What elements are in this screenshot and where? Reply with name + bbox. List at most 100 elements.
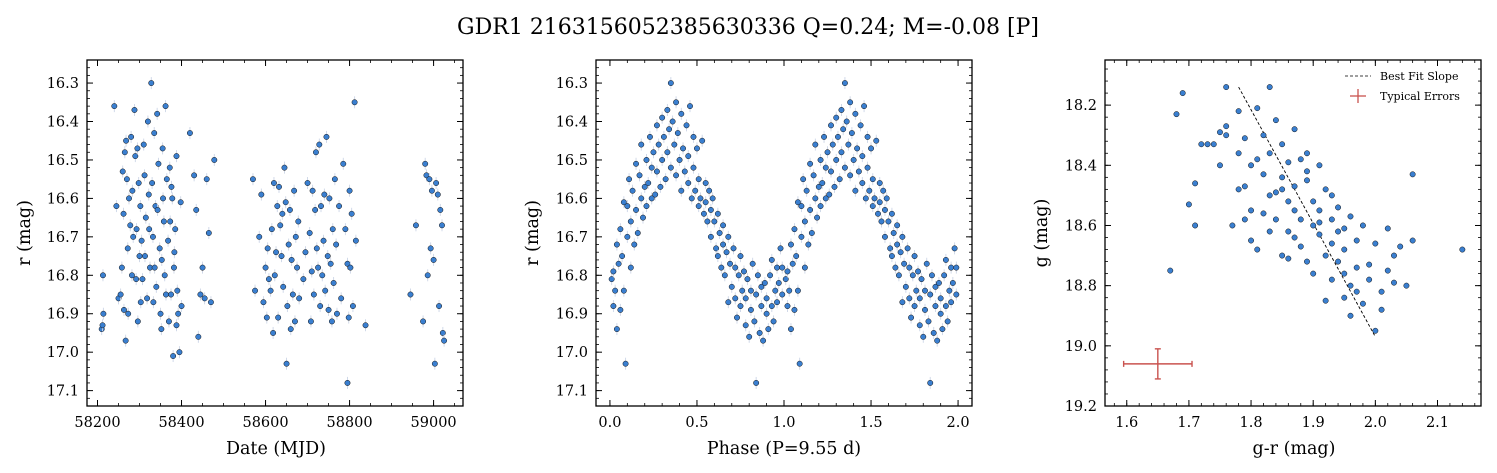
data-point <box>151 130 158 136</box>
data-point <box>944 318 951 325</box>
data-point <box>433 180 440 186</box>
data-point <box>833 157 840 163</box>
data-point <box>655 141 662 148</box>
data-point <box>718 264 725 271</box>
data-point <box>1378 306 1385 313</box>
data-point <box>728 283 735 290</box>
data-point <box>165 237 172 244</box>
data-point <box>313 245 320 252</box>
data-point <box>671 141 678 148</box>
data-point <box>923 260 930 267</box>
data-point <box>779 264 786 271</box>
x-tick-label: 1.8 <box>1240 415 1263 431</box>
data-point <box>922 287 928 294</box>
data-point <box>782 276 789 283</box>
data-point <box>302 249 309 256</box>
data-point <box>132 153 139 160</box>
data-point <box>687 103 693 110</box>
data-point <box>617 226 624 233</box>
data-point <box>437 206 444 213</box>
data-point <box>699 137 706 144</box>
data-point <box>1359 222 1366 229</box>
data-point <box>153 283 160 290</box>
data-point <box>124 245 131 252</box>
data-point <box>111 103 118 110</box>
data-point <box>331 176 338 183</box>
data-point <box>916 295 923 302</box>
data-point <box>1372 240 1379 247</box>
data-point <box>882 233 888 240</box>
data-point <box>1266 228 1273 235</box>
data-point <box>749 260 756 267</box>
data-point <box>1316 162 1323 169</box>
data-point <box>767 272 774 279</box>
data-point <box>1366 276 1373 283</box>
data-point <box>276 183 282 190</box>
data-point <box>648 195 655 202</box>
data-point <box>927 291 934 298</box>
data-point <box>777 245 784 252</box>
data-point <box>1366 261 1373 268</box>
data-point <box>620 287 627 294</box>
panel-lightcurve: 58200 58400 58600 58800 59000 16.3 16.4 16.5 16.… <box>15 59 464 459</box>
data-point <box>829 141 836 148</box>
y-tick-label: 16.8 <box>556 268 588 284</box>
data-point <box>826 191 833 198</box>
data-point <box>713 245 720 252</box>
data-point <box>130 233 137 240</box>
data-point <box>1266 84 1273 91</box>
data-point <box>118 264 125 271</box>
data-point <box>123 176 130 183</box>
y-tick-label: 18.2 <box>1065 98 1097 114</box>
data-point <box>291 187 298 194</box>
data-point <box>645 180 652 186</box>
data-point <box>1173 111 1180 118</box>
figure-title: GDR1 2163156052385630336 Q=0.24; M=-0.08… <box>457 15 1039 40</box>
data-point <box>201 295 208 302</box>
data-point <box>768 303 775 309</box>
data-point <box>150 233 156 240</box>
data-point <box>270 330 277 336</box>
data-point <box>796 360 803 367</box>
data-point <box>211 157 218 163</box>
data-point <box>275 314 282 321</box>
data-point <box>262 264 269 271</box>
data-point <box>922 306 928 313</box>
data-point <box>1335 204 1342 211</box>
data-point <box>1291 234 1298 241</box>
data-point <box>1254 246 1261 253</box>
data-point <box>774 264 780 271</box>
data-point <box>902 283 909 290</box>
data-point <box>1272 189 1279 196</box>
data-point <box>854 145 861 152</box>
data-point <box>664 107 671 113</box>
data-point <box>157 310 164 317</box>
data-point <box>1167 267 1174 274</box>
data-point <box>1279 186 1286 193</box>
data-point <box>784 268 791 275</box>
data-point <box>352 237 359 244</box>
data-point <box>704 218 711 225</box>
data-point <box>1304 168 1310 175</box>
data-point <box>1279 141 1286 148</box>
data-point <box>99 322 106 329</box>
data-point <box>935 280 942 286</box>
data-point <box>633 206 639 213</box>
data-point <box>348 210 355 217</box>
data-point <box>289 291 296 298</box>
data-point <box>788 241 794 248</box>
data-point <box>920 333 927 340</box>
data-point <box>707 206 714 213</box>
data-point <box>166 164 173 171</box>
data-point <box>932 283 939 290</box>
data-point <box>1285 198 1292 205</box>
data-point <box>279 210 286 217</box>
data-point <box>334 310 340 317</box>
data-point <box>154 110 161 117</box>
data-point <box>345 314 352 321</box>
data-point <box>1179 90 1186 97</box>
y-tick-label: 17.0 <box>47 345 79 361</box>
data-point <box>1347 213 1354 220</box>
data-point <box>847 172 854 179</box>
data-point <box>186 130 193 136</box>
